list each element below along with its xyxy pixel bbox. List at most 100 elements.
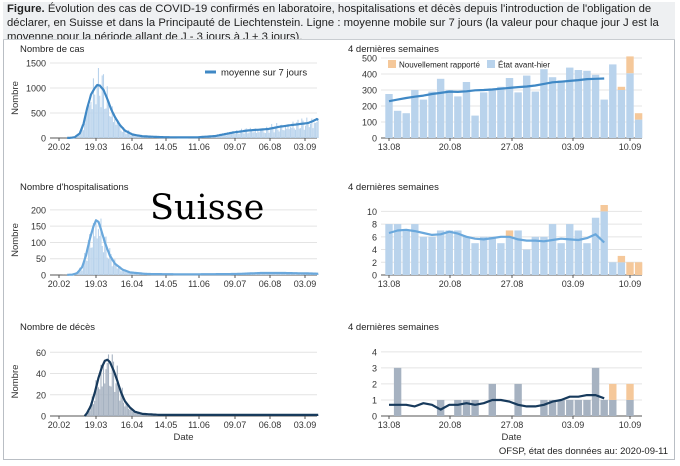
- cases-last4weeks-bar: [505, 78, 514, 138]
- cases-overview-bar: [283, 130, 285, 138]
- deaths-last4weeks-xtick-label: 03.09: [562, 420, 585, 430]
- deaths-overview-bar: [104, 383, 106, 416]
- deaths-overview-bar: [100, 364, 102, 416]
- cases-overview-bar: [313, 122, 315, 138]
- deaths-overview-bar: [121, 387, 123, 416]
- cases-last4weeks-ytick-label: 400: [362, 70, 377, 80]
- cases-overview-bar: [100, 107, 102, 138]
- cases-overview-ylabel: Nombre: [10, 81, 21, 115]
- hosp-last4weeks-bar: [445, 230, 453, 275]
- hosp-overview-bar: [77, 271, 79, 275]
- cases-overview-bar: [79, 135, 81, 138]
- hosp-overview-bar: [121, 270, 123, 275]
- hosp-overview-bar: [86, 260, 88, 275]
- cases-overview-bar: [305, 125, 307, 138]
- hosp-last4weeks-ytick-label: 10: [367, 207, 377, 217]
- deaths-last4weeks-ytick-label: 2: [372, 379, 377, 389]
- cases-last4weeks-bar: [583, 70, 591, 138]
- cases-overview-bar: [87, 105, 89, 138]
- cases-last4weeks-bar: [574, 70, 583, 138]
- cases-overview-bar: [123, 127, 125, 138]
- deaths-overview-bar: [116, 365, 118, 416]
- hosp-overview-bar: [89, 234, 91, 275]
- hosp-overview-bar: [101, 245, 103, 275]
- hosp-overview-bar: [76, 273, 78, 275]
- cases-last4weeks-bar: [479, 92, 488, 138]
- hosp-overview-bar: [263, 273, 265, 275]
- cases-overview-bar: [120, 130, 122, 138]
- deaths-overview-xtick-label: 20.02: [48, 420, 71, 430]
- hosp-overview-bar: [94, 236, 96, 275]
- hosp-overview-bar: [281, 273, 283, 275]
- deaths-overview-bar: [95, 380, 97, 416]
- hosp-last4weeks-bar: [566, 224, 574, 275]
- cases-overview-bar: [232, 133, 234, 138]
- hosp-last4weeks-ytick-label: 4: [372, 245, 377, 255]
- hosp-overview-ytick-label: 150: [31, 222, 46, 232]
- cases-overview-bar: [286, 128, 288, 138]
- cases-overview-bar: [212, 136, 214, 138]
- cases-last4weeks-bar: [557, 80, 565, 138]
- cases-overview-bar: [263, 132, 265, 138]
- hosp-overview-bar: [254, 274, 256, 275]
- cases-overview-ytick-label: 1000: [26, 84, 46, 94]
- hosp-last4weeks-bar: [402, 230, 410, 275]
- deaths-last4weeks-new-reported-bar: [626, 383, 634, 400]
- cases-overview-bar: [80, 130, 82, 138]
- cases-overview-bar: [293, 128, 295, 138]
- hosp-overview-bar: [261, 273, 263, 275]
- deaths-last4weeks-bar: [454, 399, 462, 416]
- deaths-overview-bar: [89, 411, 91, 416]
- deaths-last4weeks-xtick-label: 10.09: [619, 420, 642, 430]
- deaths-last4weeks-xtick-label: 27.08: [501, 420, 524, 430]
- cases-overview-xtick-label: 14.05: [155, 142, 178, 152]
- cases-last4weeks-panel: 0 100 200 300 400 500 13.08 20.08 27.08 03.09 10.0…: [348, 44, 643, 152]
- hosp-last4weeks-bar: [600, 211, 608, 275]
- cases-last4weeks-bar: [566, 67, 574, 138]
- cases-last4weeks-ytick-label: 100: [362, 118, 377, 128]
- cases-overview-bar: [112, 122, 115, 138]
- cases-overview-bar: [222, 135, 224, 138]
- cases-last4weeks-bar: [626, 73, 634, 138]
- hosp-overview-bar: [129, 273, 131, 275]
- caption-text: Évolution des cas de COVID-19 confirmés …: [7, 3, 659, 40]
- hosp-overview-bar: [264, 273, 266, 275]
- cases-overview-bar: [95, 104, 97, 138]
- deaths-overview-bar: [90, 402, 92, 416]
- deaths-overview-moving-average-line: [83, 358, 319, 417]
- deaths-overview-xtick-label: 19.03: [85, 420, 108, 430]
- cases-overview-xtick-label: 06.08: [259, 142, 282, 152]
- cases-overview-bar: [289, 127, 292, 138]
- cases-last4weeks-legend-prev-label: État avant-hier: [498, 61, 550, 70]
- cases-overview-bar: [101, 75, 103, 138]
- cases-last4weeks-ytick-label: 500: [362, 54, 377, 64]
- hosp-last4weeks-bar: [471, 243, 479, 275]
- deaths-overview-bar: [115, 383, 117, 416]
- deaths-overview-xtick-label: 11.06: [188, 420, 210, 430]
- hosp-last4weeks-ytick-label: 6: [372, 232, 377, 242]
- cases-overview-bar: [269, 129, 271, 138]
- deaths-last4weeks-ytick-label: 1: [372, 395, 377, 405]
- cases-overview-bar: [240, 128, 243, 138]
- cases-last4weeks-xtick-label: 03.09: [562, 142, 585, 152]
- cases-overview-bar: [294, 129, 297, 138]
- deaths-overview-xtick-label: 16.04: [121, 420, 144, 430]
- hosp-last4weeks-xtick-label: 10.09: [619, 279, 642, 289]
- hosp-overview-bar: [271, 273, 273, 275]
- deaths-last4weeks-bar: [471, 399, 479, 416]
- hosp-last4weeks-new-reported-bar: [626, 262, 634, 275]
- cases-overview-panel: 0 500 1000 1500 20.02 19.03 16.04 14.05 11.06 09.…: [10, 44, 319, 152]
- deaths-overview-ytick-label: 40: [36, 369, 46, 379]
- cases-overview-xtick-label: 16.04: [121, 142, 144, 152]
- hosp-overview-bar: [120, 271, 122, 275]
- hosp-overview-bar: [106, 257, 108, 275]
- deaths-last4weeks-bar: [574, 399, 583, 416]
- deaths-overview-bar: [99, 389, 101, 416]
- hosp-overview-bar: [85, 260, 87, 275]
- hosp-overview-bar: [84, 253, 86, 275]
- hosp-last4weeks-panel: 0 2 4 6 8 10 13.08 20.08 27.08 03.09 10.09 4 derniè…: [348, 182, 643, 289]
- cases-overview-bar: [86, 111, 88, 138]
- cases-overview-bar: [234, 133, 236, 138]
- hosp-last4weeks-new-reported-bar: [505, 230, 514, 237]
- hosp-overview-bar: [109, 248, 111, 275]
